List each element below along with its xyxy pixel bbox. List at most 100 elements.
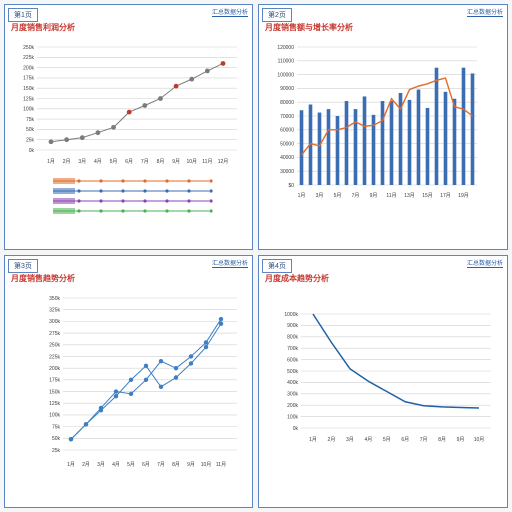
legend-marker bbox=[77, 209, 81, 213]
x-tick-label: 7月 bbox=[352, 193, 360, 199]
y-tick-label: 800k bbox=[287, 335, 298, 341]
x-tick-label: 1月 bbox=[298, 193, 306, 199]
page-tab[interactable]: 第1页 bbox=[8, 8, 38, 22]
x-tick-label: 2月 bbox=[63, 159, 71, 165]
y-tick-label: 150k bbox=[49, 389, 60, 395]
legend-marker bbox=[209, 209, 213, 213]
y-tick-label: 125k bbox=[49, 401, 60, 407]
x-tick-label: 11月 bbox=[202, 159, 212, 165]
chart-title: 月度销售利润分析 bbox=[11, 23, 75, 32]
data-point bbox=[113, 394, 119, 399]
summary-link[interactable]: 汇总数据分析 bbox=[466, 7, 503, 17]
chart-title: 月度成本趋势分析 bbox=[265, 274, 329, 283]
y-tick-label: 400k bbox=[287, 380, 298, 386]
x-tick-label: 5月 bbox=[383, 437, 391, 443]
x-tick-label: 6月 bbox=[142, 462, 150, 468]
x-tick-label: 9月 bbox=[370, 193, 378, 199]
data-point bbox=[79, 135, 85, 141]
legend-marker bbox=[121, 179, 125, 183]
y-tick-label: 600k bbox=[287, 357, 298, 363]
page-tab[interactable]: 第3页 bbox=[8, 259, 38, 273]
y-tick-label: 0k bbox=[29, 148, 35, 154]
x-tick-label: 17月 bbox=[440, 193, 451, 199]
y-tick-label: 100k bbox=[287, 414, 298, 420]
legend-marker bbox=[165, 199, 169, 203]
y-tick-label: 40000 bbox=[280, 155, 294, 161]
summary-link[interactable]: 汇总数据分析 bbox=[466, 258, 503, 268]
y-tick-label: 175k bbox=[49, 378, 60, 384]
legend-marker bbox=[121, 209, 125, 213]
legend-swatch bbox=[53, 198, 75, 204]
y-tick-label: 110000 bbox=[278, 59, 295, 65]
x-tick-label: 5月 bbox=[334, 193, 342, 199]
data-point bbox=[143, 363, 149, 369]
data-point bbox=[111, 124, 116, 130]
y-tick-label: 80000 bbox=[280, 100, 294, 106]
bar bbox=[371, 114, 376, 185]
cost-trend-chart: 1000k 900k 800k 700k 600k 500k 400k 300k 200k 100… bbox=[284, 312, 491, 443]
x-tick-label: 9月 bbox=[457, 437, 465, 443]
legend-marker bbox=[187, 179, 191, 183]
x-tick-label: 4月 bbox=[112, 462, 120, 468]
data-point bbox=[128, 377, 134, 383]
data-point bbox=[143, 377, 149, 383]
legend-marker bbox=[143, 179, 147, 183]
x-tick-label: 2月 bbox=[328, 437, 336, 443]
legend-marker bbox=[143, 209, 147, 213]
sales-bar-chart: 120000 110000 100000 90000 80000 70000 60000 50… bbox=[277, 45, 477, 199]
y-tick-label: 200k bbox=[49, 366, 60, 372]
bar bbox=[362, 96, 367, 185]
data-point bbox=[48, 139, 54, 145]
bar bbox=[425, 107, 430, 185]
bar bbox=[317, 112, 322, 185]
y-tick-label: 200k bbox=[287, 403, 298, 409]
data-point bbox=[142, 103, 148, 108]
x-tick-label: 7月 bbox=[141, 159, 149, 165]
x-tick-label: 1月 bbox=[309, 437, 317, 443]
x-tick-label: 3月 bbox=[346, 437, 354, 443]
series-line bbox=[50, 63, 224, 143]
x-tick-label: 11月 bbox=[216, 462, 226, 468]
data-point bbox=[158, 96, 163, 101]
legend-marker bbox=[121, 199, 125, 203]
page-tab[interactable]: 第4页 bbox=[262, 259, 292, 273]
data-point bbox=[68, 437, 74, 442]
legend-marker bbox=[187, 199, 191, 203]
data-point bbox=[64, 137, 70, 143]
bar bbox=[470, 73, 475, 185]
legend-marker bbox=[99, 199, 103, 203]
data-point bbox=[98, 405, 104, 411]
y-tick-label: 30000 bbox=[280, 169, 294, 175]
y-tick-label: 700k bbox=[287, 346, 298, 352]
page-tab[interactable]: 第2页 bbox=[262, 8, 292, 22]
summary-link[interactable]: 汇总数据分析 bbox=[211, 7, 248, 17]
data-point bbox=[173, 365, 179, 371]
y-tick-label: 500k bbox=[287, 369, 298, 375]
bar bbox=[344, 101, 349, 185]
x-tick-label: 1月 bbox=[47, 159, 55, 165]
legend-marker bbox=[187, 189, 191, 193]
bar bbox=[434, 67, 439, 185]
y-tick-label: 100000 bbox=[277, 72, 294, 78]
data-point bbox=[113, 389, 119, 394]
x-tick-label: 10月 bbox=[186, 159, 197, 165]
chart-panel-1: 第1页 汇总数据分析 月度销售利润分析 250k 225k 200k 175k 150k… bbox=[4, 4, 253, 250]
x-tick-label: 9月 bbox=[187, 462, 195, 468]
data-point bbox=[128, 391, 134, 397]
y-tick-label: 250k bbox=[49, 343, 60, 349]
y-tick-label: 175k bbox=[23, 76, 34, 82]
y-tick-label: 1000k bbox=[284, 312, 298, 318]
x-tick-label: 7月 bbox=[157, 462, 165, 468]
legend-marker bbox=[209, 179, 213, 183]
summary-link[interactable]: 汇总数据分析 bbox=[211, 258, 248, 268]
chart-panel-3: 第3页 汇总数据分析 月度销售趋势分析 350k 325k 300k 275k 250k… bbox=[4, 255, 253, 508]
y-tick-label: 75k bbox=[52, 424, 61, 430]
y-tick-label: 900k bbox=[287, 323, 298, 329]
y-tick-label: 50k bbox=[26, 127, 35, 133]
data-point bbox=[158, 384, 164, 390]
growth-line bbox=[300, 77, 473, 156]
data-point bbox=[218, 316, 224, 322]
y-tick-label: 300k bbox=[49, 319, 60, 325]
legend-marker bbox=[143, 199, 147, 203]
x-tick-label: 8月 bbox=[438, 437, 446, 443]
